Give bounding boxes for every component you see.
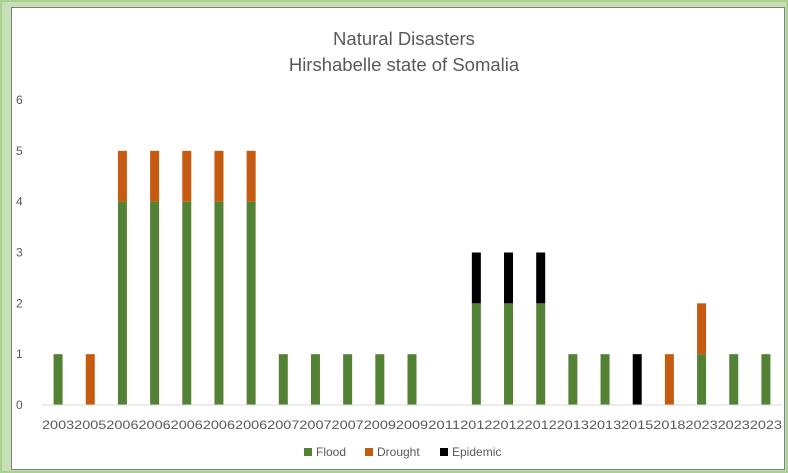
legend-item-drought[interactable]: Drought — [365, 445, 420, 459]
bar-flood[interactable] — [310, 354, 320, 405]
bar-drought[interactable] — [664, 354, 674, 405]
legend-label: Drought — [377, 445, 420, 459]
x-tick-label: 2023 — [718, 418, 751, 432]
bar-drought[interactable] — [214, 150, 224, 202]
bar-epidemic[interactable] — [632, 354, 642, 405]
y-tick-label: 0 — [16, 398, 23, 412]
x-tick-label: 2023 — [685, 418, 718, 432]
x-tick-label: 2006 — [171, 418, 204, 432]
bar-flood[interactable] — [53, 354, 63, 405]
x-tick-label: 2009 — [396, 418, 429, 432]
legend-swatch — [440, 448, 448, 456]
bar-drought[interactable] — [182, 150, 192, 202]
bar-flood[interactable] — [182, 201, 192, 405]
bar-flood[interactable] — [504, 303, 514, 405]
bar-flood[interactable] — [407, 354, 417, 405]
y-tick-label: 5 — [16, 144, 23, 158]
y-tick-label: 4 — [16, 195, 23, 209]
chart-title: Natural Disasters — [333, 28, 475, 49]
x-tick-label: 2013 — [557, 418, 590, 432]
bar-flood[interactable] — [729, 354, 739, 405]
legend-swatch — [365, 448, 373, 456]
bar-flood[interactable] — [246, 201, 256, 405]
x-tick-label: 2006 — [203, 418, 236, 432]
y-tick-label: 1 — [16, 347, 23, 361]
bar-flood[interactable] — [471, 303, 481, 405]
legend-item-flood[interactable]: Flood — [304, 445, 346, 459]
y-tick-label: 6 — [16, 93, 23, 107]
bar-flood[interactable] — [761, 354, 771, 405]
legend-label: Epidemic — [452, 445, 501, 459]
x-tick-label: 2011 — [428, 418, 461, 432]
legend-label: Flood — [316, 445, 346, 459]
bar-flood[interactable] — [568, 354, 578, 405]
x-tick-label: 2007 — [332, 418, 365, 432]
x-tick-label: 2013 — [589, 418, 622, 432]
chart-area[interactable]: Natural Disasters Hirshabelle state of S… — [11, 7, 785, 470]
x-tick-label: 2006 — [106, 418, 139, 432]
bar-drought[interactable] — [150, 150, 160, 202]
bar-epidemic[interactable] — [504, 252, 514, 304]
bar-flood[interactable] — [697, 354, 707, 405]
bar-flood[interactable] — [536, 303, 546, 405]
bar-flood[interactable] — [600, 354, 610, 405]
bar-epidemic[interactable] — [471, 252, 481, 304]
x-tick-label: 2012 — [525, 418, 558, 432]
x-tick-label: 2006 — [139, 418, 172, 432]
y-axis-ticks: 0 1 2 3 4 5 6 — [16, 93, 23, 412]
bar-drought[interactable] — [697, 303, 707, 355]
x-tick-label: 2009 — [364, 418, 397, 432]
chart-svg: Natural Disasters Hirshabelle state of S… — [16, 28, 782, 459]
legend-item-epidemic[interactable]: Epidemic — [440, 445, 501, 459]
bar-flood[interactable] — [117, 201, 127, 405]
x-tick-label: 2003 — [42, 418, 75, 432]
y-tick-label: 3 — [16, 246, 23, 260]
bar-drought[interactable] — [85, 354, 95, 405]
x-tick-label: 2012 — [492, 418, 525, 432]
x-tick-label: 2023 — [750, 418, 783, 432]
x-tick-label: 2015 — [621, 418, 654, 432]
y-tick-label: 2 — [16, 296, 23, 310]
x-axis-ticks: 2003 2005 2006 2006 2006 2006 2006 2007 2007 2007… — [42, 418, 782, 432]
legend-swatch — [304, 448, 312, 456]
x-tick-label: 2006 — [235, 418, 268, 432]
x-tick-label: 2012 — [460, 418, 493, 432]
bar-epidemic[interactable] — [536, 252, 546, 304]
bar-drought[interactable] — [117, 150, 127, 202]
legend[interactable]: Flood Drought Epidemic — [304, 445, 501, 459]
bar-drought[interactable] — [246, 150, 256, 202]
bar-flood[interactable] — [343, 354, 353, 405]
x-tick-label: 2007 — [267, 418, 300, 432]
chart-subtitle: Hirshabelle state of Somalia — [289, 54, 520, 75]
bar-flood[interactable] — [375, 354, 385, 405]
bars-group — [53, 150, 771, 405]
x-tick-label: 2005 — [74, 418, 107, 432]
x-tick-label: 2007 — [299, 418, 332, 432]
bar-flood[interactable] — [278, 354, 288, 405]
x-tick-label: 2018 — [653, 418, 686, 432]
bar-flood[interactable] — [214, 201, 224, 405]
bar-flood[interactable] — [150, 201, 160, 405]
